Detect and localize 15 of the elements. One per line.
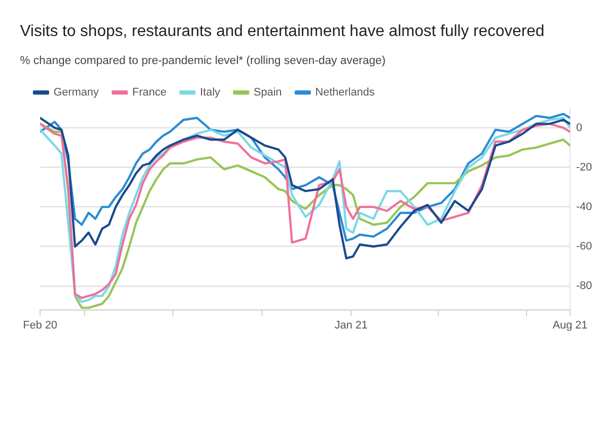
legend-label: Germany	[54, 86, 100, 99]
y-tick-label: -80	[576, 280, 592, 292]
y-tick-label: -40	[576, 200, 592, 213]
legend-label: Italy	[200, 86, 221, 99]
legend-label: Netherlands	[315, 86, 376, 99]
x-tick-label: Jan 21	[334, 319, 368, 332]
chart-subtitle: % change compared to pre-pandemic level* (rolling seven-day average)	[20, 55, 387, 67]
legend-label: France	[132, 86, 166, 99]
legend-label: Spain	[254, 86, 282, 99]
y-tick-label: -20	[576, 161, 592, 174]
x-tick-label: Feb 20	[23, 319, 58, 332]
y-tick-label: 0	[576, 122, 582, 134]
x-tick-label: Aug 21	[552, 319, 588, 332]
chart-title: Visits to shops, restaurants and entertainment have almost fully recovered	[20, 22, 546, 42]
y-tick-label: -60	[576, 240, 592, 253]
